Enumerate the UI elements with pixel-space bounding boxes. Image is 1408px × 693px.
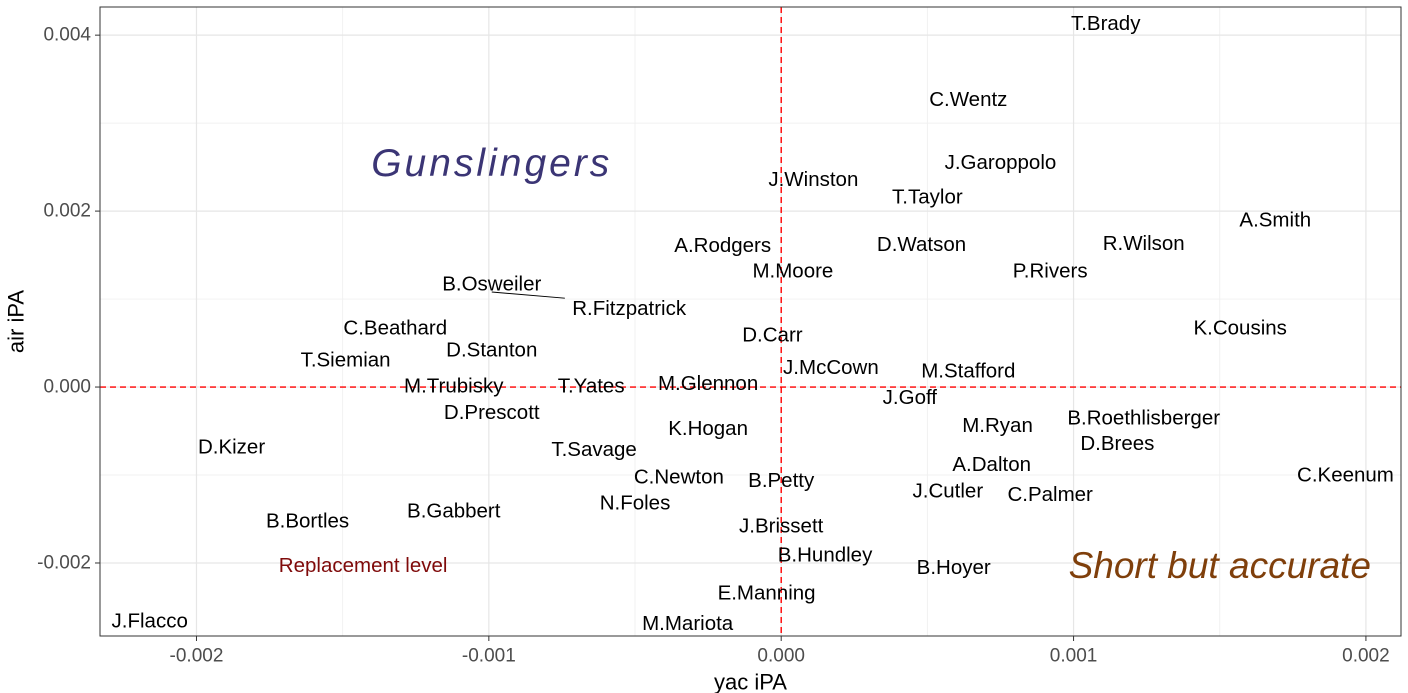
player-label: A.Dalton: [952, 453, 1031, 476]
player-labels: T.Brady C.Wentz J.Garoppolo J.Winston T.Tayl…: [112, 12, 1394, 635]
player-label: M.Moore: [752, 259, 833, 282]
player-label: R.Wilson: [1103, 232, 1185, 255]
player-label: J.Garoppolo: [945, 151, 1057, 174]
reference-lines: [100, 7, 1401, 636]
annotations: Gunslingers Short but accurate Replacement…: [279, 142, 1371, 586]
player-label: N.Foles: [600, 492, 671, 515]
minor-grid: [100, 7, 1401, 636]
player-label: T.Yates: [558, 375, 625, 398]
y-axis-ticks: -0.002 0.000 0.002 0.004: [37, 25, 100, 573]
y-axis-title: air iPA: [4, 290, 29, 353]
player-label: B.Gabbert: [407, 500, 501, 523]
player-label: B.Hundley: [778, 544, 873, 567]
x-tick-label: 0.000: [757, 646, 805, 667]
player-label: J.Flacco: [112, 610, 188, 633]
player-label: J.McCown: [783, 356, 879, 379]
player-label: D.Watson: [877, 233, 966, 256]
player-label: B.Hoyer: [917, 556, 991, 579]
player-label: M.Stafford: [921, 360, 1015, 383]
player-label: J.Winston: [768, 168, 858, 191]
player-label: D.Carr: [742, 324, 803, 347]
player-label: M.Ryan: [962, 414, 1033, 437]
player-label: R.Fitzpatrick: [572, 297, 687, 320]
player-label: T.Taylor: [892, 186, 963, 209]
player-label: C.Beathard: [343, 317, 447, 340]
player-label: M.Trubisky: [404, 375, 504, 398]
player-label: D.Brees: [1080, 432, 1154, 455]
player-label: B.Osweiler: [442, 273, 541, 296]
x-tick-label: -0.001: [462, 646, 516, 667]
annotation-label: Short but accurate: [1069, 545, 1371, 586]
y-tick-label: 0.004: [43, 25, 91, 46]
y-tick-label: -0.002: [37, 552, 91, 573]
player-label: P.Rivers: [1013, 259, 1088, 282]
player-label: T.Savage: [551, 438, 636, 461]
x-axis-title: yac iPA: [714, 670, 787, 693]
x-tick-label: -0.002: [170, 646, 224, 667]
annotation-label: Gunslingers: [371, 142, 612, 185]
player-label: J.Cutler: [913, 479, 984, 502]
player-label: A.Smith: [1239, 208, 1311, 231]
x-axis-ticks: -0.002 -0.001 0.000 0.001 0.002: [170, 636, 1390, 667]
annotation-label: Replacement level: [279, 554, 448, 577]
player-label: E.Manning: [718, 581, 816, 604]
x-tick-label: 0.001: [1050, 646, 1098, 667]
player-label: J.Brissett: [739, 515, 824, 538]
player-label: C.Newton: [634, 465, 724, 488]
player-label: C.Keenum: [1297, 464, 1394, 487]
player-label: K.Hogan: [668, 417, 748, 440]
y-tick-label: 0.002: [43, 201, 91, 222]
player-label: T.Siemian: [301, 348, 391, 371]
player-label: D.Kizer: [198, 435, 265, 458]
leader-segment: [491, 291, 565, 299]
player-label: D.Prescott: [444, 401, 540, 424]
player-label: M.Glennon: [658, 372, 758, 395]
player-label: D.Stanton: [446, 339, 537, 362]
player-label: K.Cousins: [1193, 317, 1286, 340]
player-label: C.Palmer: [1007, 483, 1093, 506]
y-tick-label: 0.000: [43, 377, 91, 398]
x-tick-label: 0.002: [1342, 646, 1390, 667]
player-label: A.Rodgers: [674, 234, 771, 257]
player-label: C.Wentz: [929, 88, 1007, 111]
player-label: B.Roethlisberger: [1067, 406, 1220, 429]
plot-background: [100, 7, 1401, 636]
player-label: B.Bortles: [266, 509, 349, 532]
player-label: M.Mariota: [642, 612, 734, 635]
player-label: J.Goff: [883, 386, 938, 409]
panel-border: [99, 6, 1402, 637]
leader-segments: [491, 291, 565, 299]
player-label: B.Petty: [748, 469, 815, 492]
player-label: T.Brady: [1071, 12, 1141, 35]
